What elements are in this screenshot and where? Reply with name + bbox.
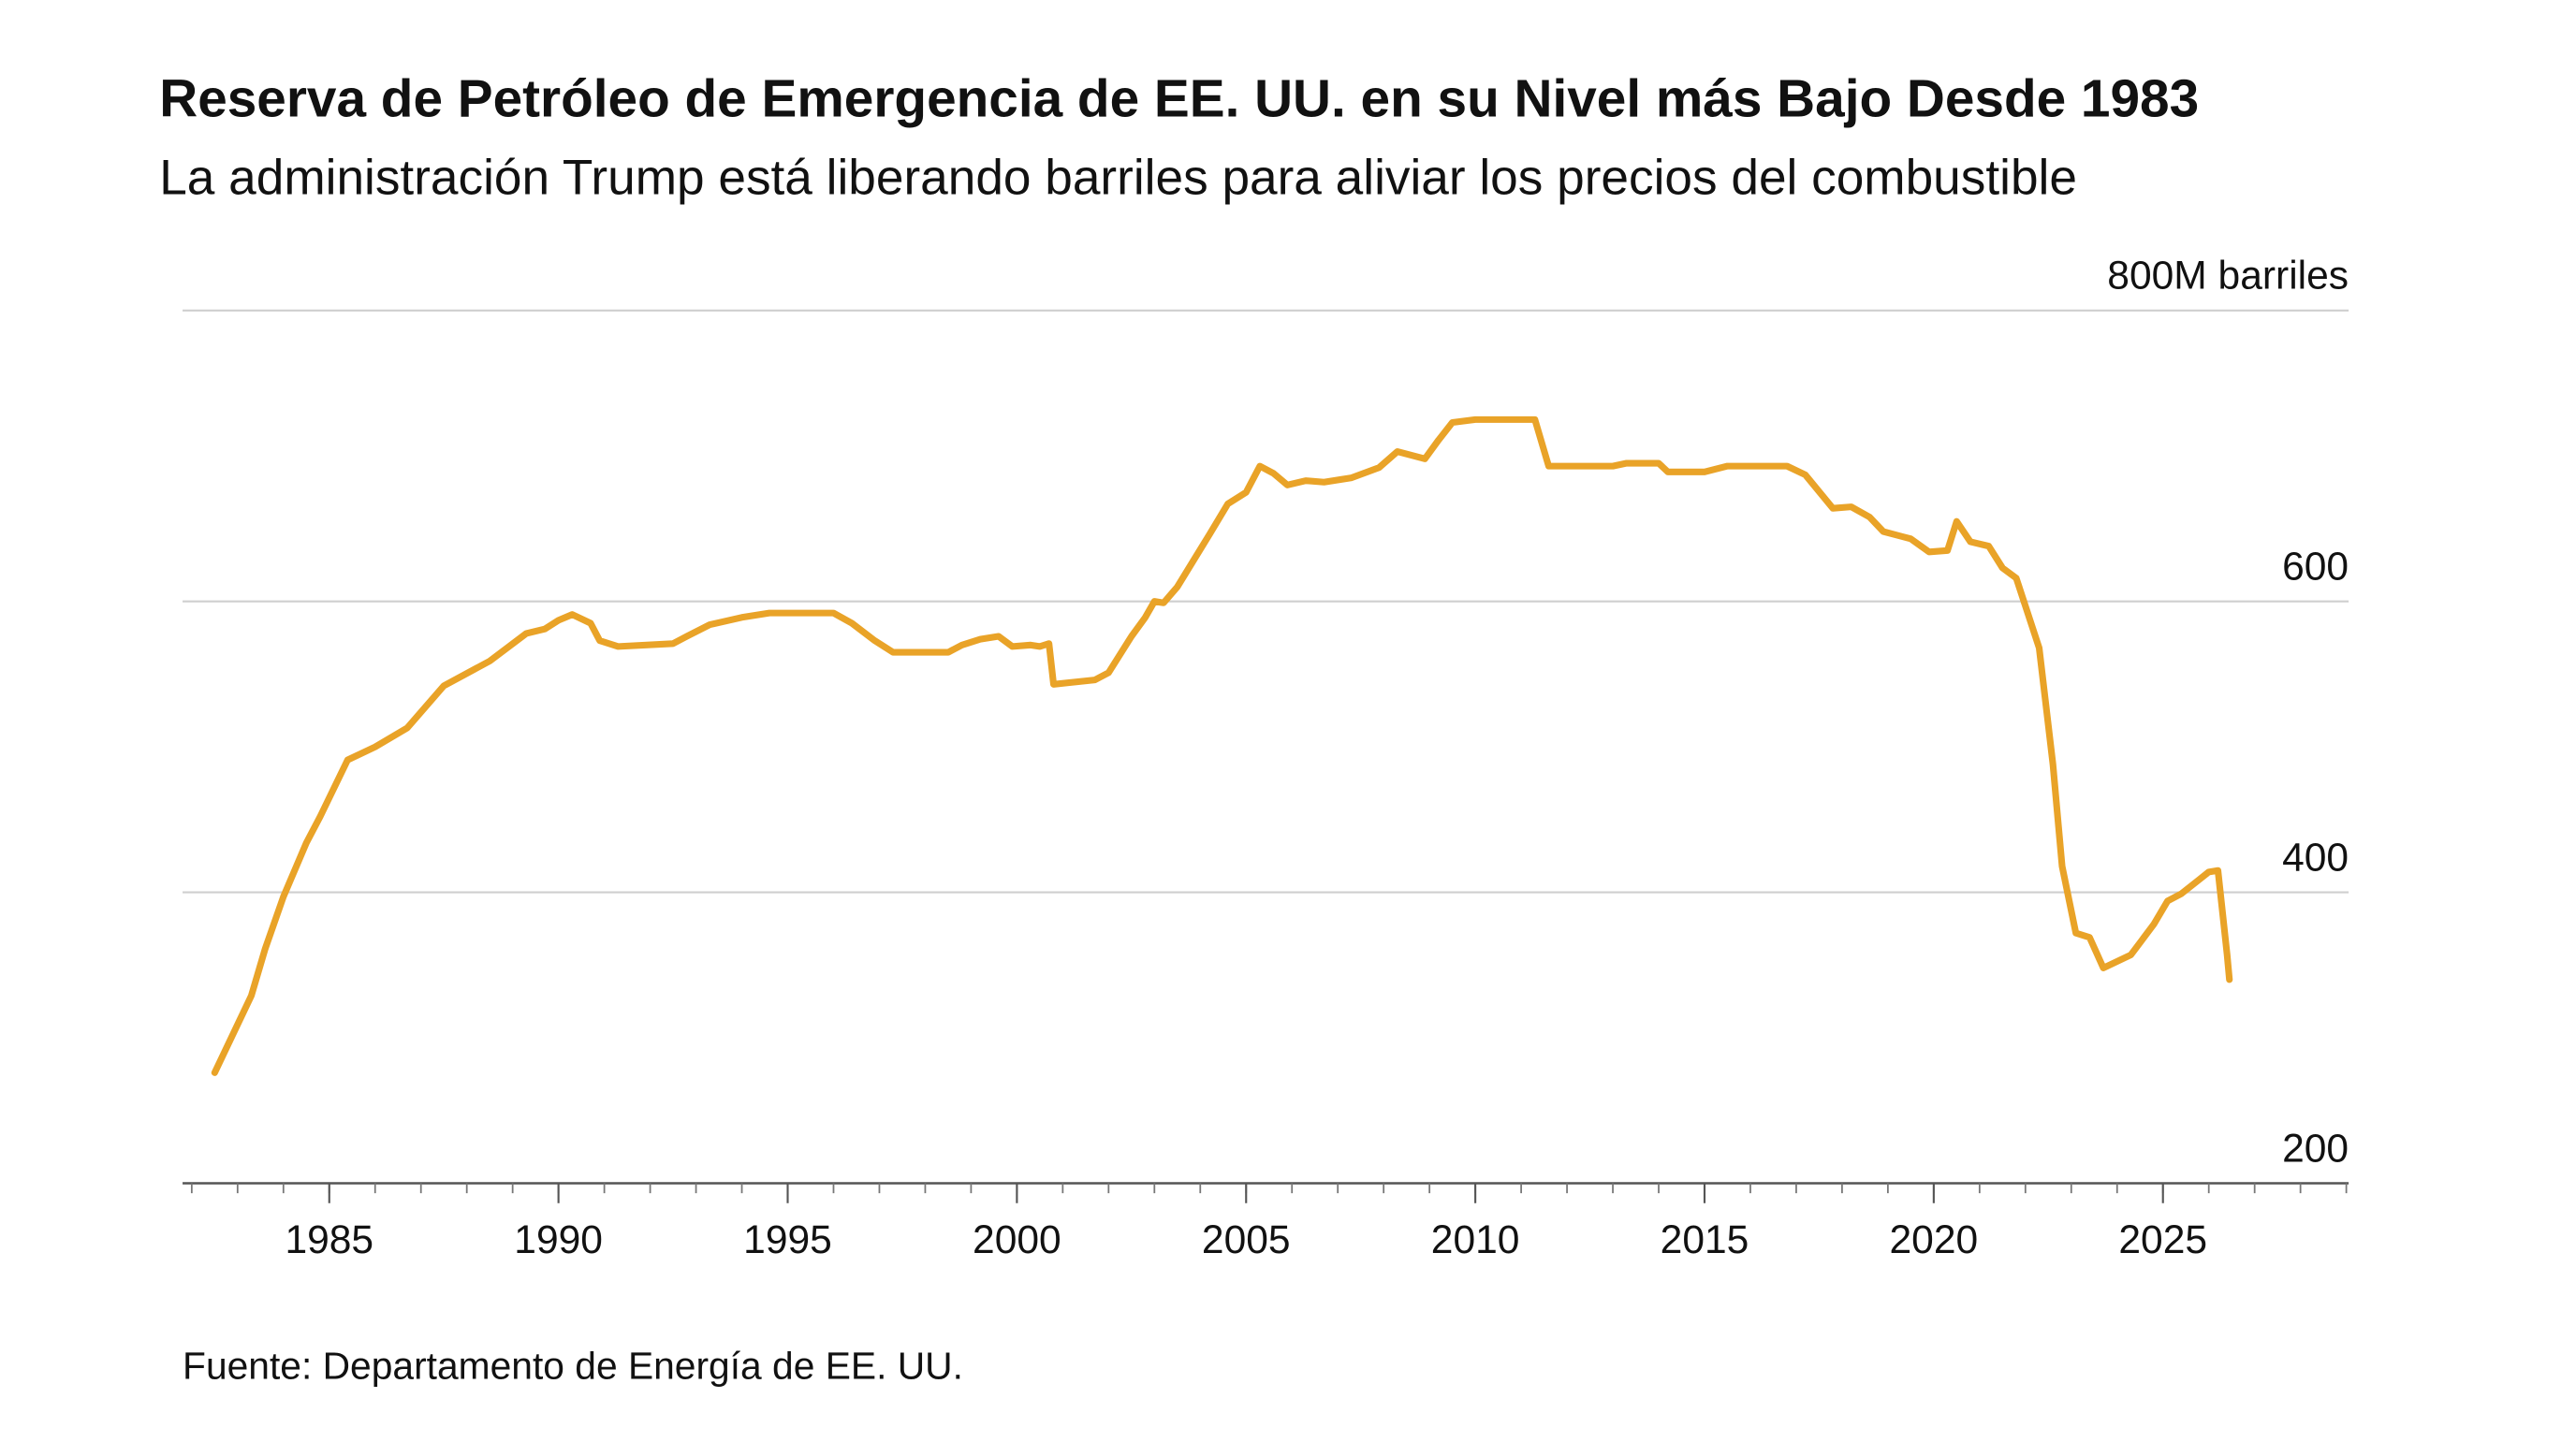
x-tick-label: 1995 [743,1217,832,1262]
x-tick-label: 2015 [1661,1217,1749,1262]
chart-subtitle: La administración Trump está liberando b… [159,151,2077,206]
y-tick-label: 600 [2282,545,2349,590]
y-tick-label: 400 [2282,836,2349,881]
x-tick-label: 2020 [1890,1217,1979,1262]
y-tick-label: 800M barriles [2107,254,2349,299]
x-tick-label: 1990 [514,1217,603,1262]
chart-title: Reserva de Petróleo de Emergencia de EE.… [159,69,2199,128]
x-tick-label: 2000 [973,1217,1061,1262]
y-tick-label: 200 [2282,1126,2349,1171]
x-tick-label: 2025 [2118,1217,2207,1262]
x-tick-label: 2010 [1431,1217,1520,1262]
x-tick-label: 1985 [285,1217,373,1262]
source-note: Fuente: Departamento de Energía de EE. U… [183,1345,963,1388]
x-tick-label: 2005 [1202,1217,1291,1262]
data-line [211,415,2233,1076]
